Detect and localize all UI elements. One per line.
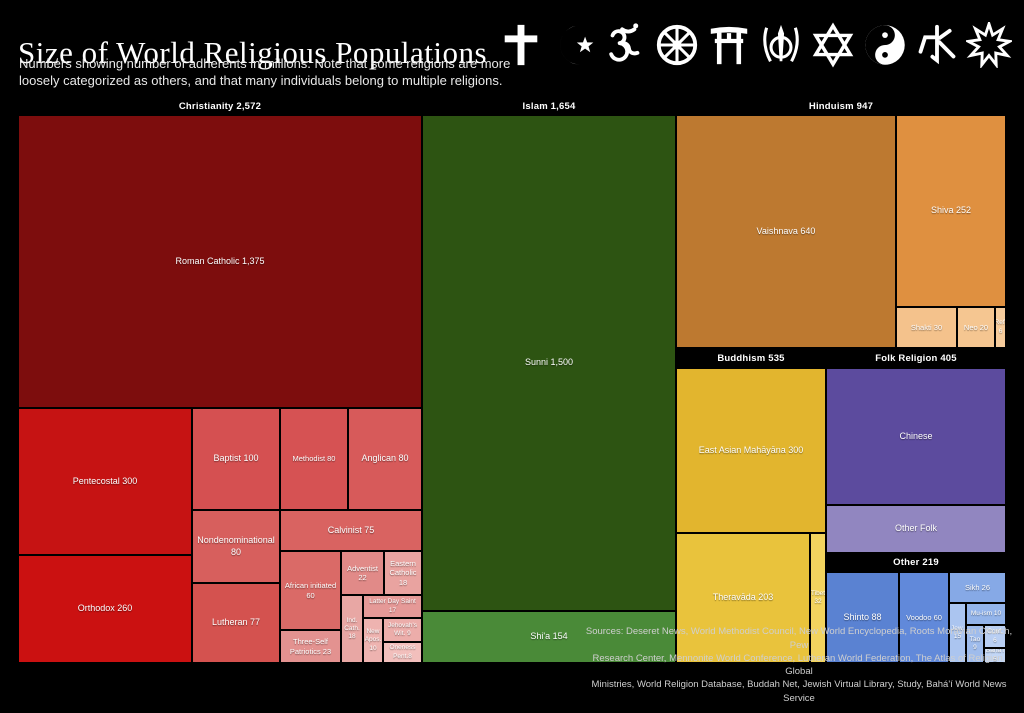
sources-text: Sources: Deseret News, World Methodist C… [585, 626, 1013, 704]
treemap-block-eastern-catholic: Eastern Catholic 18 [384, 551, 422, 595]
treemap-block-african-initiated: African initiated 60 [280, 551, 341, 630]
treemap-block-chinese: Chinese [826, 368, 1006, 505]
treemap-block-tao: Tao 9 [966, 625, 984, 663]
religious-symbols-row [498, 22, 1012, 68]
treemap-block-calvinist: Calvinist 75 [280, 510, 422, 551]
treemap-block-roman-catholic: Roman Catholic 1,375 [18, 115, 422, 408]
treemap-block-adventist: Adventist 22 [341, 551, 384, 595]
treemap-block-other-folk: Other Folk [826, 505, 1006, 553]
treemap-block-anglican: Anglican 80 [348, 408, 422, 510]
section-header-hinduism: Hinduism 947 [676, 97, 1006, 115]
treemap-block-voodoo: Voodoo 60 [899, 572, 949, 663]
khanda-icon [758, 22, 804, 68]
om-icon [602, 22, 648, 68]
page-subtitle: Numbers showing number of adherents in m… [19, 56, 511, 88]
dharma-wheel-icon [654, 22, 700, 68]
treemap-block-reform: Ref. 6 [995, 307, 1006, 348]
treemap-block-shiva: Shiva 252 [896, 115, 1006, 307]
treemap-block-theravada: Theravāda 203 [676, 533, 810, 663]
treemap-block-bahai: Bahá'í 5 [984, 648, 1006, 663]
treemap-block-shinto: Shinto 88 [826, 572, 899, 663]
treemap-block-three-self-patriotics: Three-Self Patriotics 23 [280, 630, 341, 663]
treemap: Christianity 2,572 Roman Catholic 1,375 Pe… [18, 97, 1006, 663]
treemap-block-confucianism: Conf. 6 [984, 625, 1006, 648]
yin-yang-icon [862, 22, 908, 68]
section-header-folk-religion: Folk Religion 405 [826, 348, 1006, 368]
treemap-block-pentecostal: Pentecostal 300 [18, 408, 192, 555]
star-of-david-icon [810, 22, 856, 68]
treemap-block-shi-a: Shi'a 154 [422, 611, 676, 663]
section-header-islam: Islam 1,654 [422, 97, 676, 115]
treemap-block-oneness-pentecostal: Oneness Pent.8 [383, 642, 422, 663]
treemap-block-latter-day-saint: Latter Day Saint 17 [363, 595, 422, 618]
section-header-christianity: Christianity 2,572 [18, 97, 422, 115]
water-kanji-icon [914, 22, 960, 68]
treemap-block-shakti: Shakti 30 [896, 307, 957, 348]
treemap-block-mu-ism: Mu-ism 10 [966, 603, 1006, 625]
treemap-block-independent-catholic: Ind. Cath. 18 [341, 595, 363, 663]
treemap-block-lutheran: Lutheran 77 [192, 583, 280, 663]
section-header-other: Other 219 [826, 553, 1006, 572]
page-title: Size of World Religious Populations [18, 34, 488, 70]
treemap-block-sunni: Sunni 1,500 [422, 115, 676, 611]
treemap-block-methodist: Methodist 80 [280, 408, 348, 510]
bahai-nine-pointed-star-icon [966, 22, 1012, 68]
treemap-block-new-apostolic: New Apos. 10 [363, 618, 383, 663]
treemap-block-nondenominational: Nondenominational 80 [192, 510, 280, 583]
treemap-block-sikh: Sikh 26 [949, 572, 1006, 603]
treemap-block-jehovah-s-witnesses: Jehovah's Wit. 9 [383, 618, 422, 642]
torii-gate-icon [706, 22, 752, 68]
latin-cross-icon [498, 22, 544, 68]
treemap-block-baptist: Baptist 100 [192, 408, 280, 510]
treemap-block-east-asian-mahayana: East Asian Mahāyāna 300 [676, 368, 826, 533]
treemap-block-tibet: Tibet 32 [810, 533, 826, 663]
treemap-block-jewish: Jew. 15 [949, 603, 966, 663]
section-header-buddhism: Buddhism 535 [676, 348, 826, 368]
treemap-block-orthodox: Orthodox 260 [18, 555, 192, 663]
star-and-crescent-icon [550, 22, 596, 68]
treemap-block-vaishnava: Vaishnava 640 [676, 115, 896, 348]
treemap-block-neo: Neo 20 [957, 307, 995, 348]
